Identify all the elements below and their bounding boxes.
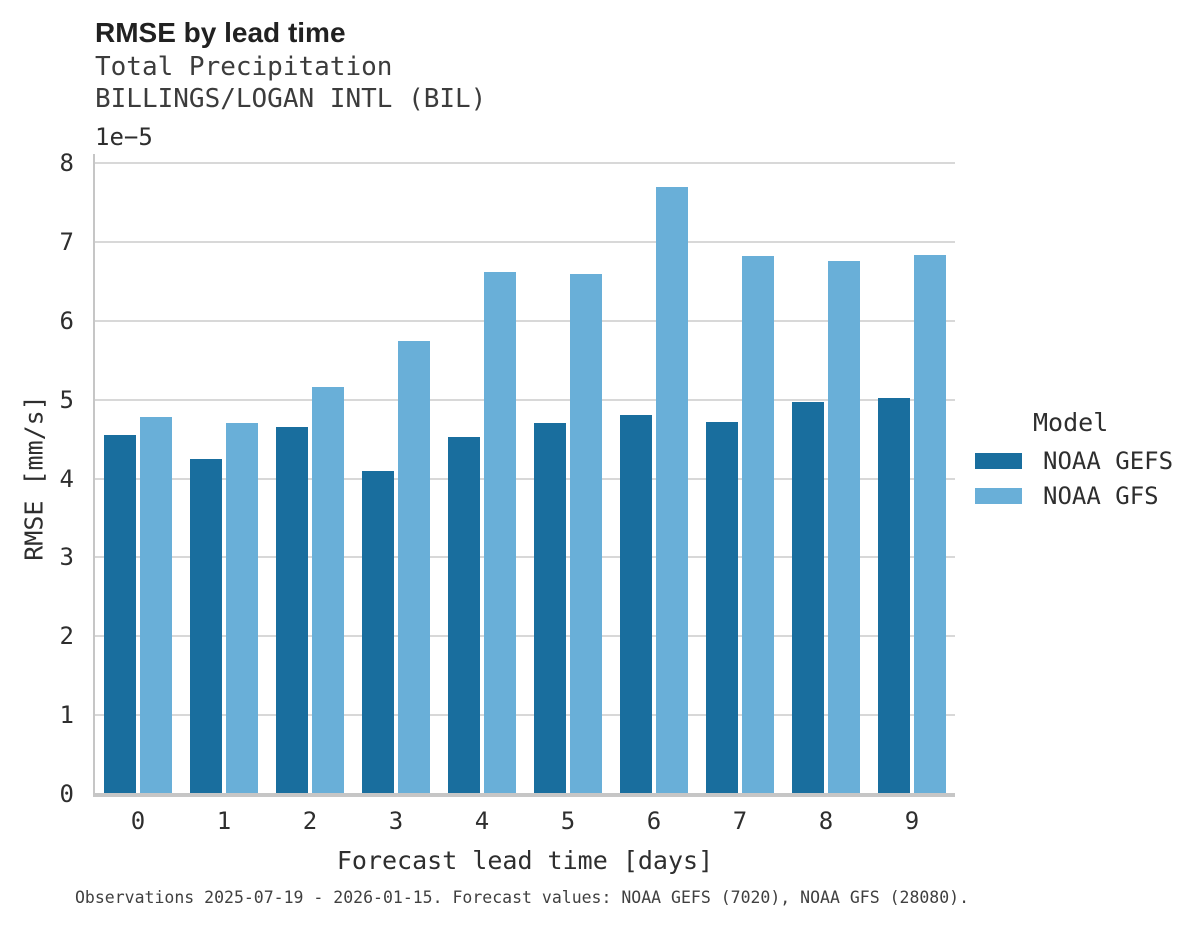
chart-title: RMSE by lead time <box>95 17 346 48</box>
x-tick-label: 8 <box>818 807 834 835</box>
x-tick-label: 2 <box>302 807 318 835</box>
chart-subtitle-station: BILLINGS/LOGAN INTL (BIL) <box>95 84 487 114</box>
bar-noaa-gfs <box>226 422 258 794</box>
y-tick-label: 4 <box>59 464 74 493</box>
legend-label-noaa-gfs: NOAA GFS <box>1043 482 1159 510</box>
y-tick-label: 3 <box>59 543 74 572</box>
y-gridline <box>95 635 955 638</box>
x-tick-label: 5 <box>560 807 576 835</box>
legend-label-noaa-gefs: NOAA GEFS <box>1043 447 1174 475</box>
bar-noaa-gfs <box>742 256 774 794</box>
legend-item-noaa-gfs: NOAA GFS <box>975 481 1173 511</box>
y-gridline <box>95 240 955 243</box>
legend-swatch-noaa-gefs <box>975 453 1022 469</box>
plot-area <box>93 154 955 797</box>
y-tick-label: 0 <box>59 780 74 808</box>
y-gridline <box>95 714 955 717</box>
legend-item-noaa-gefs: NOAA GEFS <box>975 446 1173 476</box>
y-axis-spine <box>93 154 95 796</box>
bar-noaa-gfs <box>398 341 430 794</box>
bar-noaa-gefs <box>104 435 136 794</box>
legend-swatch-noaa-gfs <box>975 488 1022 504</box>
y-tick-label: 2 <box>59 622 74 651</box>
bar-noaa-gefs <box>534 423 566 794</box>
x-tick-label: 0 <box>130 807 146 835</box>
x-tick-label: 9 <box>904 807 920 835</box>
bar-noaa-gefs <box>362 470 394 794</box>
bar-noaa-gefs <box>190 458 222 794</box>
bar-noaa-gfs <box>570 274 602 794</box>
bar-noaa-gfs <box>140 416 172 794</box>
y-tick-label: 6 <box>59 306 74 335</box>
bar-noaa-gfs <box>828 260 860 794</box>
y-tick-label: 7 <box>59 227 74 256</box>
x-axis-title: Forecast lead time [days] <box>336 846 714 875</box>
y-tick-label: 8 <box>59 149 74 177</box>
bar-noaa-gefs <box>878 398 910 794</box>
y-tick-label: 5 <box>59 385 74 414</box>
x-tick-label: 1 <box>216 807 232 835</box>
x-axis-baseline <box>93 793 955 797</box>
bar-noaa-gefs <box>620 415 652 794</box>
bar-noaa-gfs <box>484 271 516 794</box>
bar-noaa-gefs <box>276 427 308 794</box>
x-tick-label: 4 <box>474 807 490 835</box>
y-gridline <box>95 162 955 164</box>
y-gridline <box>95 556 955 559</box>
y-gridline <box>95 398 955 401</box>
bar-noaa-gefs <box>448 436 480 794</box>
x-tick-label: 6 <box>646 807 662 835</box>
legend: Model NOAA GEFS NOAA GFS <box>975 408 1173 516</box>
legend-title: Model <box>1033 408 1109 437</box>
bar-noaa-gefs <box>792 402 824 794</box>
bar-noaa-gfs <box>914 255 946 794</box>
y-gridline <box>95 319 955 322</box>
bar-noaa-gfs <box>656 187 688 794</box>
footnote: Observations 2025-07-19 - 2026-01-15. Fo… <box>75 888 970 907</box>
x-tick-label: 7 <box>732 807 748 835</box>
y-tick-label: 1 <box>59 701 74 730</box>
y-gridline <box>95 477 955 480</box>
y-axis-offset-label: 1e−5 <box>95 123 153 151</box>
x-tick-label: 3 <box>388 807 404 835</box>
bar-noaa-gefs <box>706 421 738 794</box>
chart-subtitle-variable: Total Precipitation <box>95 52 393 82</box>
bar-noaa-gfs <box>312 387 344 794</box>
